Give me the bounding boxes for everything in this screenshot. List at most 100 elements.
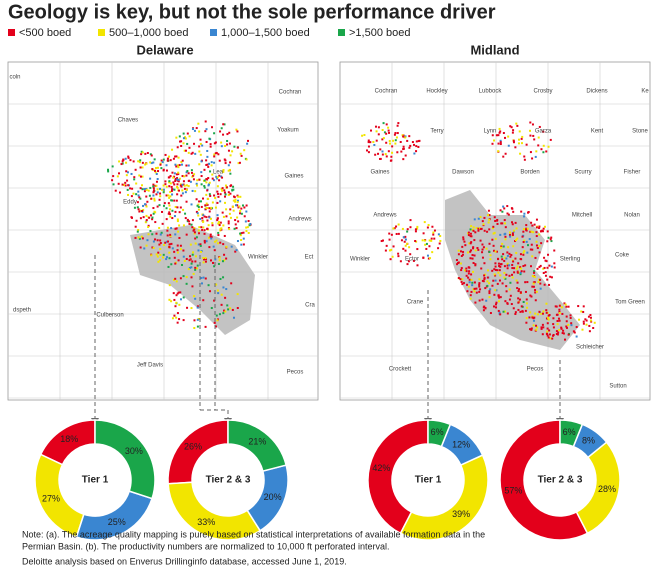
well-dot [168,204,171,207]
well-dot [393,133,396,136]
well-dot [152,183,155,186]
well-dot [501,282,504,285]
well-dot [218,221,221,224]
well-dot [200,282,203,285]
well-dot [228,228,231,231]
well-dot [493,273,496,276]
county-label: Lubbock [479,89,503,95]
well-dot [413,143,416,146]
well-dot [491,227,494,230]
well-dot [462,250,465,253]
well-dot [200,250,203,253]
well-dot [233,145,236,148]
well-dot [494,274,497,277]
well-dot [208,236,211,239]
well-dot [469,294,472,297]
well-dot [200,183,203,186]
well-dot [555,330,558,333]
well-dot [472,261,475,264]
well-dot [194,237,197,240]
well-dot [203,241,206,244]
well-dot [203,215,206,218]
well-dot [137,208,140,211]
well-dot [520,142,523,145]
well-dot [382,137,385,140]
well-dot [401,134,404,137]
well-dot [373,143,376,146]
well-dot [222,123,225,126]
well-dot [388,249,391,252]
well-dot [229,184,232,187]
donut-slice [167,481,262,541]
well-dot [470,273,473,276]
well-dot [136,230,139,233]
well-dot [236,204,239,207]
well-dot [177,171,180,174]
well-dot [164,180,167,183]
well-dot [546,327,549,330]
well-dot [137,160,140,163]
well-dot [192,272,195,275]
well-dot [154,238,157,241]
county-label: Nolan [624,213,640,219]
well-dot [211,224,214,227]
well-dot [229,192,232,195]
well-dot [216,177,219,180]
well-dot [118,172,121,175]
well-dot [437,247,440,250]
well-dot [153,199,156,202]
well-dot [152,246,155,249]
well-dot [162,188,165,191]
well-dot [240,207,243,210]
well-dot [480,267,483,270]
well-dot [406,230,409,233]
well-dot [499,130,502,133]
well-dot [159,195,162,198]
well-dot [468,242,471,245]
well-dot [486,284,489,287]
well-dot [589,314,592,317]
well-dot [165,185,168,188]
well-dot [161,256,164,259]
well-dot [385,123,388,126]
well-dot [150,197,153,200]
well-dot [193,326,196,329]
value-label: 39% [452,509,470,519]
well-dot [426,226,429,229]
well-dot [408,135,411,138]
well-dot [404,136,407,139]
well-dot [401,227,404,230]
well-dot [432,233,435,236]
well-dot [170,300,173,303]
well-dot [236,130,239,133]
well-dot [367,145,370,148]
well-dot [471,254,474,257]
well-dot [505,285,508,288]
well-dot [169,190,172,193]
well-dot [519,310,522,313]
well-dot [540,242,543,245]
well-dot [524,309,527,312]
well-dot [504,226,507,229]
well-dot [565,320,568,323]
well-dot [470,241,473,244]
well-dot [203,232,206,235]
well-dot [475,227,478,230]
well-dot [469,242,472,245]
well-dot [187,268,190,271]
well-dot [134,168,137,171]
well-dot [519,273,522,276]
well-dot [508,298,511,301]
well-dot [152,207,155,210]
well-dot [588,324,591,327]
well-dot [190,152,193,155]
well-dot [167,202,170,205]
well-dot [514,312,517,315]
well-dot [170,263,173,266]
well-dot [509,281,512,284]
well-dot [494,289,497,292]
well-dot [215,314,218,317]
well-dot [388,139,391,142]
well-dot [518,138,521,141]
